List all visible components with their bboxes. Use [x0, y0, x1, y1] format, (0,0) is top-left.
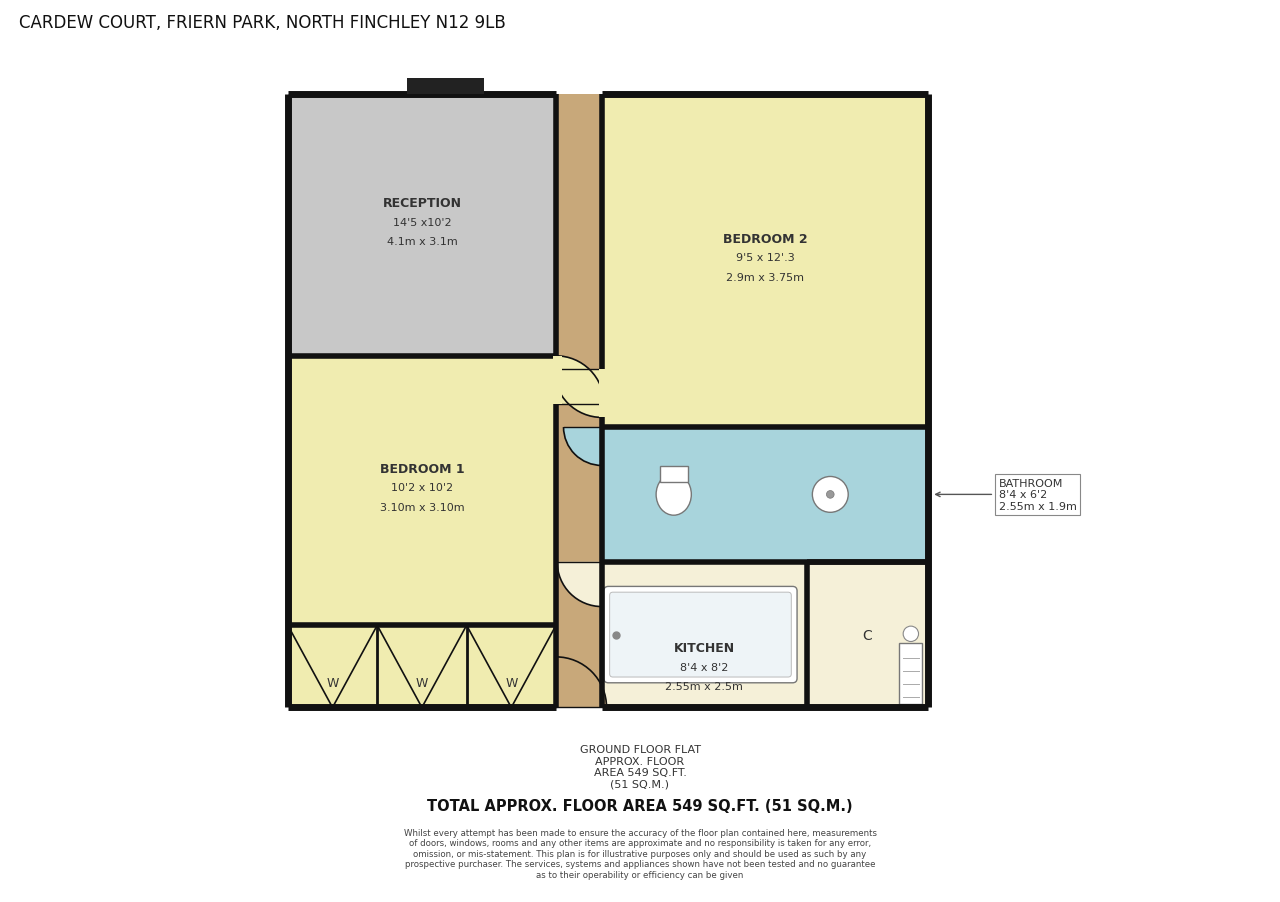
Bar: [407, 79, 484, 95]
Bar: [659, 466, 687, 482]
Bar: [288, 626, 556, 708]
Text: C: C: [863, 628, 872, 642]
Text: CARDEW COURT, FRIERN PARK, NORTH FINCHLEY N12 9LB: CARDEW COURT, FRIERN PARK, NORTH FINCHLE…: [19, 14, 506, 32]
Bar: [556, 95, 602, 708]
Text: W: W: [326, 676, 339, 689]
Circle shape: [827, 491, 835, 499]
Text: 2.9m x 3.75m: 2.9m x 3.75m: [726, 272, 804, 282]
Wedge shape: [557, 562, 602, 607]
Text: 10'2 x 10'2: 10'2 x 10'2: [390, 483, 453, 492]
Text: KITCHEN: KITCHEN: [673, 641, 735, 654]
Wedge shape: [556, 658, 607, 708]
Text: 2.55m x 2.5m: 2.55m x 2.5m: [666, 681, 744, 691]
Bar: [288, 356, 556, 626]
Bar: [599, 370, 608, 418]
Text: BEDROOM 1: BEDROOM 1: [380, 462, 465, 475]
Bar: [602, 562, 928, 708]
Text: 3.10m x 3.10m: 3.10m x 3.10m: [380, 502, 465, 512]
Ellipse shape: [657, 474, 691, 516]
Text: TOTAL APPROX. FLOOR AREA 549 SQ.FT. (51 SQ.M.): TOTAL APPROX. FLOOR AREA 549 SQ.FT. (51 …: [428, 798, 852, 814]
Text: BEDROOM 2: BEDROOM 2: [723, 233, 808, 245]
FancyBboxPatch shape: [604, 587, 797, 683]
Bar: [288, 95, 556, 356]
Text: 14'5 x10'2: 14'5 x10'2: [393, 217, 452, 227]
Bar: [602, 95, 928, 428]
Wedge shape: [554, 370, 602, 418]
Text: 8'4 x 8'2: 8'4 x 8'2: [680, 662, 728, 672]
Text: 4.1m x 3.1m: 4.1m x 3.1m: [387, 236, 457, 246]
Bar: [553, 356, 562, 404]
Circle shape: [813, 477, 849, 512]
Wedge shape: [556, 356, 604, 404]
Text: GROUND FLOOR FLAT
APPROX. FLOOR
AREA 549 SQ.FT.
(51 SQ.M.): GROUND FLOOR FLAT APPROX. FLOOR AREA 549…: [580, 744, 700, 789]
Wedge shape: [563, 428, 602, 466]
Text: BATHROOM
8'4 x 6'2
2.55m x 1.9m: BATHROOM 8'4 x 6'2 2.55m x 1.9m: [936, 478, 1076, 511]
Text: Whilst every attempt has been made to ensure the accuracy of the floor plan cont: Whilst every attempt has been made to en…: [403, 828, 877, 879]
Bar: [602, 428, 928, 562]
Text: W: W: [506, 676, 517, 689]
Text: W: W: [416, 676, 428, 689]
Text: 9'5 x 12'.3: 9'5 x 12'.3: [736, 253, 795, 263]
FancyBboxPatch shape: [609, 593, 791, 677]
Circle shape: [904, 626, 919, 642]
Text: RECEPTION: RECEPTION: [383, 197, 461, 210]
Bar: [900, 644, 922, 704]
